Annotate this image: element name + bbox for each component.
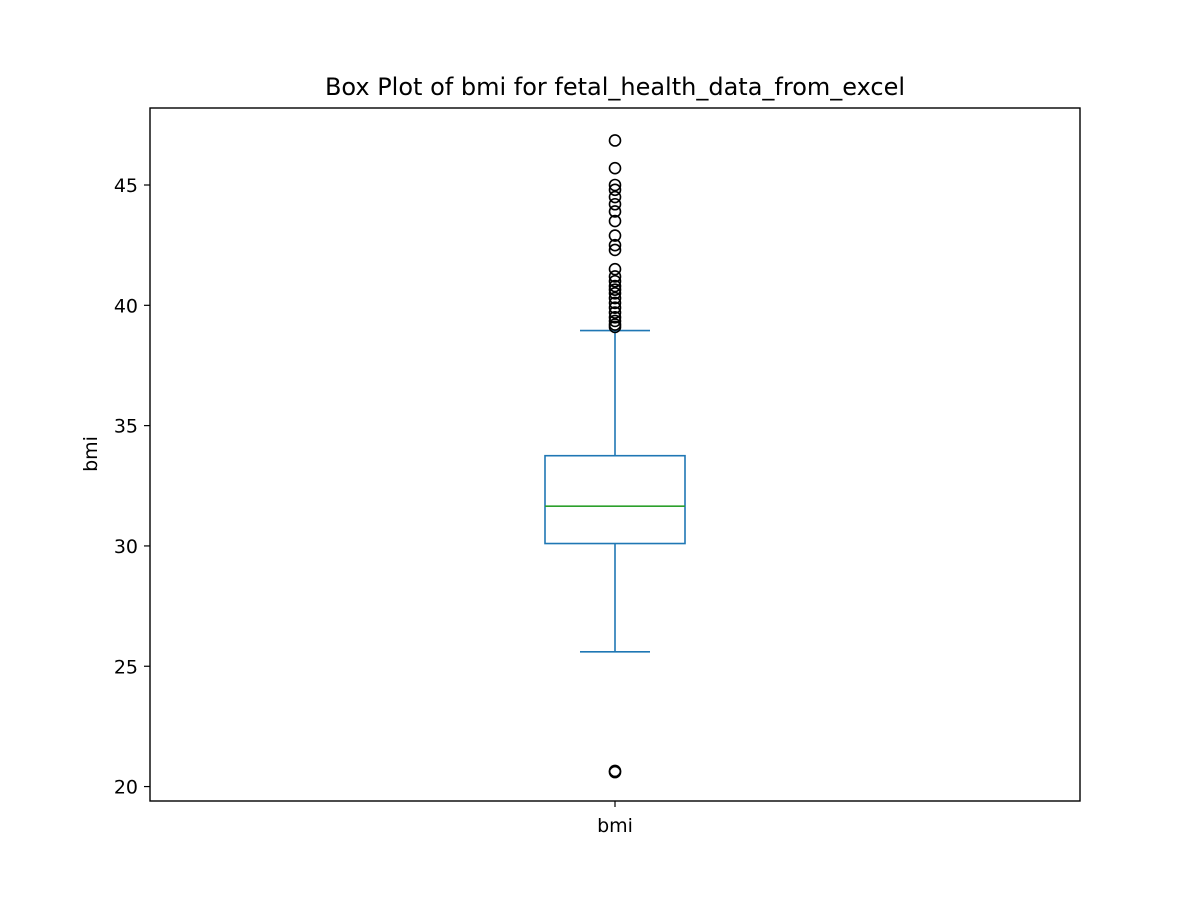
outlier-point	[608, 314, 622, 328]
outlier-point	[608, 229, 622, 242]
y-tick-label: 45	[114, 175, 138, 197]
outlier-point	[608, 311, 622, 324]
outlier-point	[608, 205, 622, 218]
outlier-point	[608, 214, 622, 228]
axes: 20 25 30 35 40 45 bmi	[114, 107, 1081, 837]
outlier-point	[608, 238, 622, 252]
y-tick-label: 30	[114, 536, 138, 558]
plot-area	[544, 134, 686, 779]
outlier-point	[608, 270, 622, 283]
outlier-point	[608, 279, 622, 293]
chart-title: Box Plot of bmi for fetal_health_data_fr…	[325, 73, 905, 101]
y-tick-label: 35	[114, 416, 138, 438]
y-tick-label: 40	[114, 295, 138, 317]
x-tick-label: bmi	[597, 815, 633, 837]
outlier-point	[608, 318, 622, 331]
y-tick-label: 25	[114, 656, 138, 678]
outlier-point	[608, 286, 622, 300]
outlier-point	[608, 134, 622, 147]
outlier-point	[608, 178, 622, 192]
outlier-point	[608, 190, 622, 204]
outlier-point	[608, 306, 622, 319]
outlier-point	[608, 243, 622, 257]
outlier-point	[608, 262, 622, 276]
outlier-point	[608, 296, 622, 310]
outlier-point	[608, 283, 622, 296]
y-axis-label: bmi	[80, 436, 102, 472]
outlier-point	[608, 291, 622, 305]
outlier-point	[608, 301, 622, 315]
iqr-box	[544, 454, 686, 545]
outlier-point	[608, 274, 622, 288]
outlier-point	[608, 764, 622, 778]
outlier-point	[608, 183, 622, 197]
outlier-point	[608, 161, 622, 175]
y-tick-label: 20	[114, 777, 138, 799]
outlier-point	[608, 197, 622, 211]
